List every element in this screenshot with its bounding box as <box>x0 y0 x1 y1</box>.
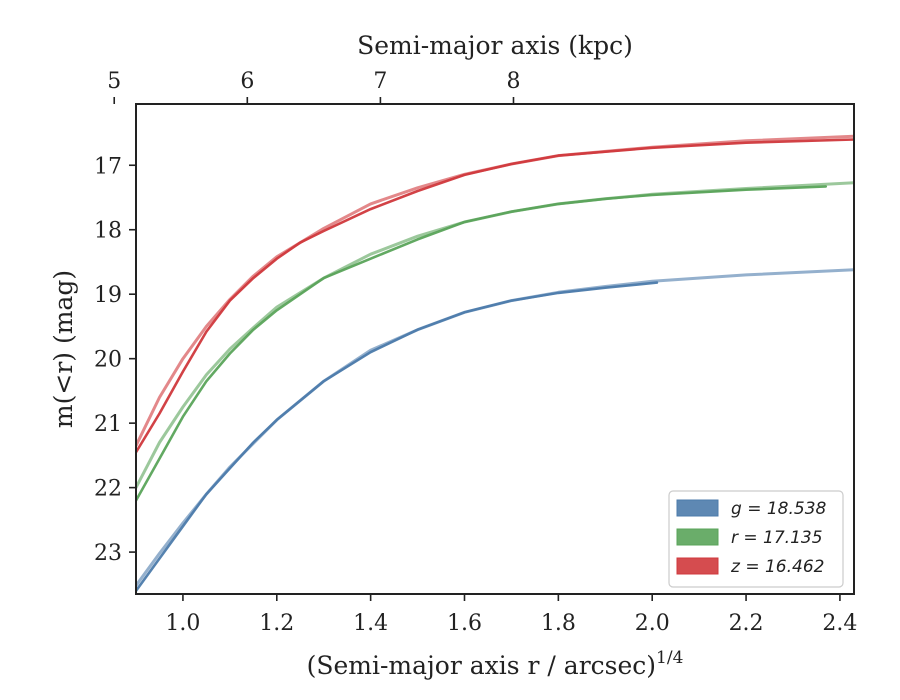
plot-frame <box>135 103 855 595</box>
series-line-r-data <box>136 185 828 502</box>
series-line-r-model <box>136 181 854 490</box>
x-tick-label: 2.2 <box>729 611 764 636</box>
x-tick-label: 2.0 <box>635 611 670 636</box>
y-tick-label: 21 <box>94 412 122 437</box>
plot-curves <box>136 134 854 593</box>
top-axis-title: Semi-major axis (kpc) <box>357 31 633 60</box>
y-axis-ticks: 17 18 19 20 21 22 23 <box>94 154 136 566</box>
x-axis-ticks: 1.0 1.2 1.4 1.6 1.8 2.0 2.2 2.4 <box>165 594 857 636</box>
x-axis-title-text: (Semi-major axis r / arcsec) <box>307 651 656 680</box>
legend-swatch-z <box>676 557 719 575</box>
x-axis-title: (Semi-major axis r / arcsec)1/4 <box>307 648 684 680</box>
top-tick-label: 8 <box>506 69 520 94</box>
top-axis-ticks: 45678 <box>107 69 520 104</box>
x-tick-label: 1.6 <box>447 611 482 636</box>
legend-swatch-r <box>676 528 719 546</box>
legend: g = 18.538 r = 17.135 z = 16.462 <box>668 490 844 588</box>
y-tick-label: 19 <box>94 283 122 308</box>
x-tick-label: 1.8 <box>541 611 576 636</box>
y-tick-label: 17 <box>94 154 122 179</box>
x-tick-label: 1.2 <box>259 611 294 636</box>
x-tick-label: 1.4 <box>353 611 388 636</box>
x-tick-label: 1.0 <box>165 611 200 636</box>
y-tick-label: 20 <box>94 348 122 373</box>
top-tick-label: 6 <box>240 69 254 94</box>
legend-label-g: g = 18.538 <box>731 499 827 519</box>
series-line-g-model <box>136 268 854 588</box>
y-axis-title: m(<r) (mag) <box>49 270 78 428</box>
x-tick-label: 2.4 <box>822 611 857 636</box>
legend-swatch-g <box>676 499 719 517</box>
top-tick-label: 7 <box>373 69 387 94</box>
x-axis-title-superscript: 1/4 <box>656 648 683 668</box>
legend-label-z: z = 16.462 <box>730 557 824 577</box>
series-line-z-data <box>136 138 854 454</box>
series-line-z-model <box>136 134 854 448</box>
y-tick-label: 18 <box>94 219 122 244</box>
legend-label-r: r = 17.135 <box>731 528 823 548</box>
series-line-g-data <box>136 281 659 593</box>
y-tick-label: 23 <box>94 541 122 566</box>
top-tick-label: 5 <box>107 69 121 94</box>
y-tick-label: 22 <box>94 477 122 502</box>
